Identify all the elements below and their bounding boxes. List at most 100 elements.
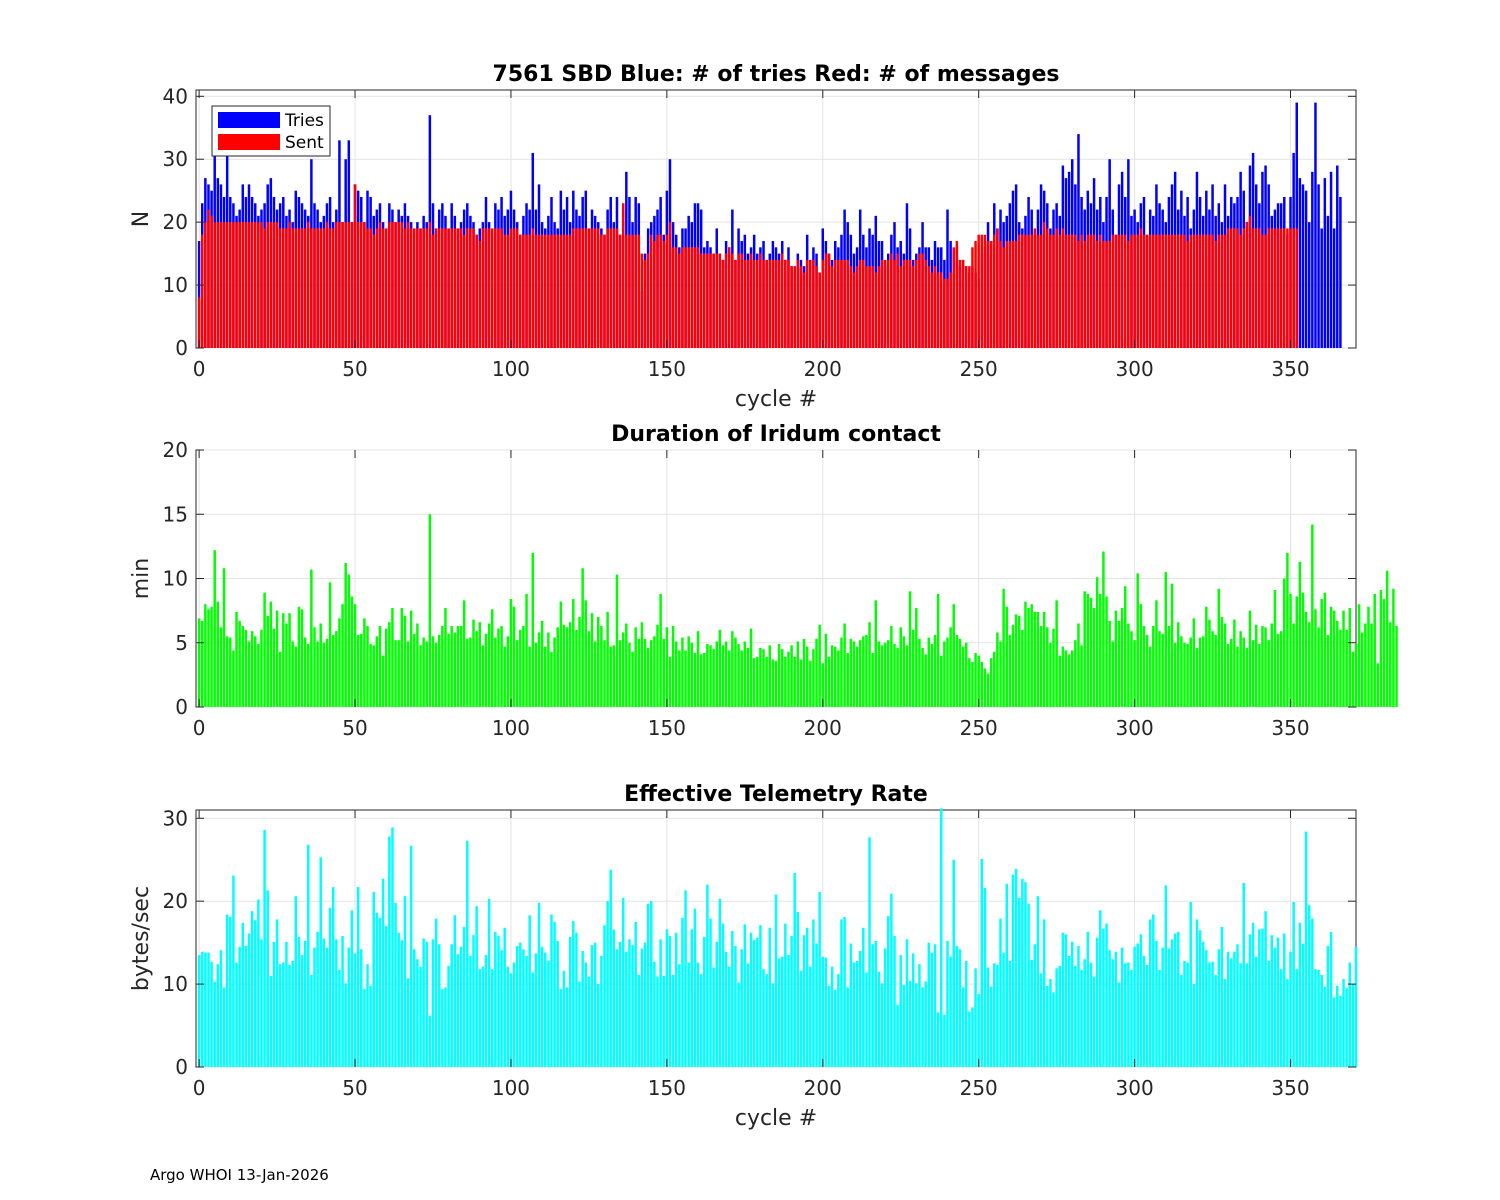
bar-sent: [883, 259, 887, 348]
bar: [943, 1014, 946, 1067]
bar: [360, 949, 363, 1067]
bar-sent: [431, 234, 435, 348]
bar-sent: [1108, 241, 1111, 348]
bar: [366, 626, 369, 707]
bar-sent: [699, 253, 703, 348]
bar: [269, 601, 273, 707]
bar-sent: [615, 228, 619, 348]
bar: [815, 638, 818, 707]
bar-sent: [871, 266, 874, 348]
bar: [606, 901, 609, 1067]
bar: [887, 640, 890, 707]
bar: [331, 635, 335, 707]
bar: [490, 609, 494, 707]
bar: [303, 940, 307, 1067]
bar-sent: [1217, 234, 1221, 348]
bar: [802, 638, 806, 707]
legend-swatch-tries: [218, 112, 280, 128]
bar: [918, 638, 921, 707]
x-tick-label: 0: [193, 716, 206, 740]
bar: [634, 921, 637, 1067]
bar: [1295, 969, 1298, 1067]
bar-sent: [958, 259, 962, 348]
bar: [759, 925, 762, 1067]
bar: [428, 1015, 432, 1067]
bar: [674, 641, 678, 707]
bar: [880, 983, 884, 1067]
bar: [1317, 627, 1320, 707]
bar-sent: [793, 266, 796, 348]
bar-sent: [977, 234, 980, 348]
bar-sent: [519, 234, 522, 348]
bar: [1283, 578, 1286, 707]
bar: [678, 650, 681, 707]
bar-sent: [247, 222, 251, 348]
bar: [472, 935, 475, 1067]
bar-sent: [1061, 228, 1065, 348]
bar-sent: [562, 234, 566, 348]
y-tick-label: 40: [163, 84, 188, 108]
bar: [416, 959, 419, 1067]
bar-sent: [1283, 228, 1286, 348]
bar: [260, 629, 263, 707]
bar: [403, 896, 407, 1067]
bar: [887, 916, 890, 1067]
bar: [210, 606, 213, 707]
bar: [534, 642, 538, 707]
bar: [1102, 928, 1105, 1067]
bar: [288, 965, 291, 1067]
bar: [646, 903, 650, 1067]
bar: [849, 638, 853, 707]
bar-sent: [597, 228, 600, 348]
bar: [291, 960, 294, 1067]
bar: [1064, 650, 1068, 707]
bar: [316, 931, 319, 1067]
bar: [871, 944, 874, 1067]
bar-sent: [631, 234, 634, 348]
bar: [1351, 651, 1355, 707]
bar: [450, 944, 453, 1067]
bar: [971, 1007, 974, 1067]
bar: [285, 623, 288, 707]
bar: [1077, 623, 1080, 707]
bar-sent: [724, 253, 728, 348]
x-tick-label: 50: [342, 716, 367, 740]
bar: [615, 949, 619, 1067]
bar-sent: [846, 259, 849, 348]
bar-sent: [1279, 228, 1283, 348]
bar: [983, 668, 987, 707]
bar: [219, 950, 223, 1067]
bar: [353, 604, 357, 707]
bar: [1067, 654, 1071, 707]
bar: [481, 645, 485, 707]
bar: [631, 945, 634, 1067]
bar: [213, 550, 216, 707]
bar: [1083, 591, 1086, 707]
bar: [238, 946, 241, 1067]
bar: [1342, 979, 1345, 1067]
bar: [971, 662, 974, 707]
bar: [631, 651, 634, 707]
bar: [366, 964, 369, 1067]
bar-sent: [849, 266, 853, 348]
bar-tries: [1332, 228, 1336, 348]
bar: [1220, 926, 1224, 1067]
bar-sent: [437, 228, 441, 348]
bar: [1364, 623, 1367, 707]
bar-sent: [1267, 228, 1270, 348]
bar: [1024, 601, 1027, 707]
bar: [1226, 951, 1230, 1067]
bar: [341, 936, 344, 1067]
bar-sent: [503, 234, 506, 348]
bar-sent: [556, 234, 559, 348]
bar-sent: [544, 234, 547, 348]
bar: [612, 645, 616, 707]
bar-sent: [777, 259, 781, 348]
bar: [350, 596, 354, 707]
bar: [890, 626, 893, 707]
bar: [640, 948, 644, 1067]
x-tick-label: 200: [804, 1076, 842, 1100]
bar-sent: [1198, 234, 1202, 348]
bar-sent: [1254, 228, 1258, 348]
bar: [1074, 965, 1077, 1067]
